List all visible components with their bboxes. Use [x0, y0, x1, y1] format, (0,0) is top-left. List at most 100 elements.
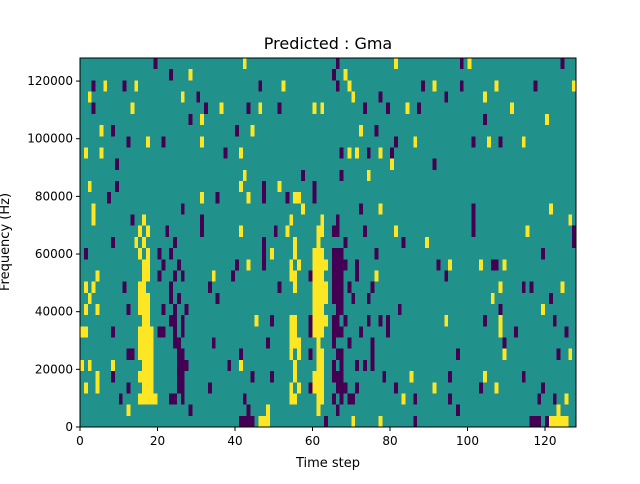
heatmap-cell [308, 348, 313, 360]
heatmap-cell [483, 113, 487, 126]
heatmap-cell [390, 158, 394, 170]
heatmap-cell [320, 214, 325, 226]
heatmap-cell [331, 371, 344, 383]
heatmap-cell [335, 382, 348, 394]
heatmap-cell [188, 113, 193, 126]
heatmap-cells [80, 58, 577, 427]
heatmap-cell [312, 192, 317, 204]
heatmap-cell [235, 259, 239, 271]
heatmap-cell [95, 270, 100, 282]
heatmap-cell [548, 203, 553, 215]
heatmap-cell [83, 382, 88, 394]
heatmap-cell [173, 337, 181, 349]
heatmap-cell [169, 315, 177, 327]
heatmap-cell [169, 248, 174, 260]
heatmap-cell [227, 359, 232, 372]
heatmap-cell [347, 147, 352, 159]
heatmap-cell [347, 337, 352, 349]
heatmap-cell [157, 248, 162, 260]
heatmap-cell [312, 181, 317, 193]
heatmap-cell [479, 259, 484, 271]
x-tick-label: 20 [150, 434, 165, 448]
heatmap-cell [91, 214, 96, 226]
heatmap-cell [138, 304, 150, 316]
heatmap-cell [331, 337, 336, 349]
heatmap-cell [312, 315, 328, 327]
heatmap-cell [347, 281, 352, 293]
heatmap-cell [331, 225, 340, 237]
heatmap-cell [211, 270, 216, 282]
heatmap-cell [200, 113, 205, 126]
heatmap-cell [312, 102, 317, 114]
heatmap-cell [316, 404, 321, 416]
x-tick-label: 120 [534, 434, 557, 448]
heatmap-cell [250, 371, 255, 383]
heatmap-cell [351, 292, 356, 304]
heatmap-cell [312, 281, 328, 293]
heatmap-cell [331, 281, 344, 293]
heatmap-cell [293, 281, 298, 293]
heatmap-cell [494, 382, 499, 394]
heatmap-cell [316, 359, 325, 372]
heatmap-cell [347, 80, 352, 92]
heatmap-cell [215, 292, 220, 304]
heatmap-cell [211, 337, 216, 349]
heatmap-cell [238, 225, 243, 237]
heatmap-cell [498, 326, 503, 338]
heatmap-cell [312, 326, 325, 338]
heatmap-cell [498, 136, 503, 148]
heatmap-cell [111, 371, 115, 383]
heatmap-cell [386, 326, 391, 338]
heatmap-cell [293, 236, 298, 249]
heatmap-cell [107, 192, 112, 204]
heatmap-cell [514, 326, 518, 338]
heatmap-cell [331, 292, 344, 304]
heatmap-cell [374, 248, 379, 260]
heatmap-cell [300, 203, 305, 215]
heatmap-cell [316, 337, 321, 349]
heatmap-cell [393, 136, 398, 148]
heatmap-cell [432, 158, 437, 170]
heatmap-cell [246, 404, 251, 416]
heatmap-cell [111, 125, 115, 137]
heatmap-cell [502, 337, 507, 349]
heatmap-cell [297, 382, 301, 394]
heatmap-cell [289, 326, 297, 338]
heatmap-cell [339, 393, 344, 405]
heatmap-cell [556, 348, 561, 360]
heatmap-cell [297, 348, 301, 360]
heatmap-cell [277, 181, 282, 193]
heatmap-cell [533, 80, 538, 92]
heatmap-cell [122, 80, 127, 92]
heatmap-cell [258, 102, 263, 114]
heatmap-cell [359, 125, 363, 137]
heatmap-cell [572, 225, 577, 237]
heatmap-cell [258, 80, 263, 92]
heatmap-cell [355, 382, 360, 394]
heatmap-cell [521, 136, 526, 148]
heatmap-cell [564, 326, 569, 338]
heatmap-cell [266, 404, 270, 416]
heatmap-cell [161, 136, 166, 148]
heatmap-cell [262, 248, 267, 260]
y-tick-label: 60000 [35, 247, 73, 261]
heatmap-cell [459, 58, 464, 70]
heatmap-cell [169, 69, 174, 81]
heatmap-cell [293, 248, 298, 260]
heatmap-cell [285, 192, 290, 204]
heatmap-cell [138, 225, 143, 237]
heatmap-cell [413, 136, 418, 148]
heatmap-cell [471, 203, 476, 215]
heatmap-cell [161, 304, 166, 316]
heatmap-cell [370, 359, 375, 372]
heatmap-cell [331, 315, 340, 327]
heatmap-cell [366, 315, 371, 327]
heatmap-cell [362, 102, 367, 114]
heatmap-cell [176, 292, 181, 304]
heatmap-cell [289, 393, 297, 405]
heatmap-cell [207, 382, 212, 394]
heatmap-cell [308, 382, 313, 394]
heatmap-cell [300, 169, 305, 181]
heatmap-cell [548, 292, 553, 304]
